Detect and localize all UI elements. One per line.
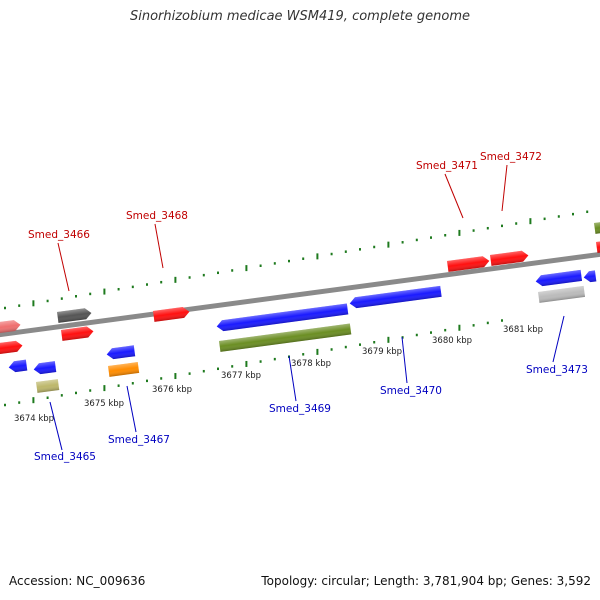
gene-label: Smed_3473 [526,364,588,376]
gene-labels: Smed_3465 Smed_3466 Smed_3467 Smed_3468 Smed… [28,151,588,463]
gene-feature [0,340,23,355]
map-title: Sinorhizobium medicae WSM419, complete g… [129,9,471,24]
gene-feature [108,362,140,377]
scale-label: 3678 kbp [291,359,331,369]
scale-labels: 3674 kbp 3675 kbp 3676 kbp 3677 kbp 3678 kbp… [14,325,543,424]
gene-label-leader [126,385,137,433]
scale-label: 3681 kbp [503,325,543,335]
gene-feature [216,303,349,332]
gene-label-leader [288,355,297,402]
gene-feature [594,221,600,234]
gene-feature [0,320,21,334]
gene-features [0,221,600,393]
gene-feature [57,308,92,323]
scale-label: 3680 kbp [432,336,472,346]
gene-feature [61,326,94,341]
accession-label: Accession: NC_009636 [9,574,146,588]
gene-feature [219,323,352,352]
gene-label-leader [49,401,63,451]
gene-feature [596,240,600,253]
gene-feature [447,256,490,272]
gene-feature [349,285,442,309]
gene-label: Smed_3465 [34,451,96,463]
topology-summary: Topology: circular; Length: 3,781,904 bp… [261,574,591,588]
gene-feature [583,270,597,283]
gene-label-leader [154,223,164,269]
gene-feature [36,379,60,393]
gene-label: Smed_3470 [380,385,442,397]
gene-label: Smed_3472 [480,151,542,163]
gene-feature [490,250,529,266]
gene-label: Smed_3469 [269,403,331,415]
gene-label: Smed_3468 [126,210,188,222]
inner-tick-track [4,319,503,407]
outer-tick-track [4,210,589,310]
gene-feature [538,285,586,303]
scale-label: 3676 kbp [152,385,192,395]
gene-label: Smed_3467 [108,434,170,446]
scale-label: 3674 kbp [14,414,54,424]
gene-feature [33,361,57,375]
gene-label-leader [552,315,565,363]
gene-label-leader [444,173,464,219]
scale-label: 3677 kbp [221,371,261,381]
gene-label-leader [401,336,408,384]
genome-backbone [0,251,600,338]
gene-label-leader [57,242,70,292]
gene-feature [153,307,190,322]
gene-feature [535,269,583,287]
gene-label-leader [501,164,508,212]
gene-label: Smed_3466 [28,229,90,241]
scale-label: 3679 kbp [362,347,402,357]
gene-label-leaders [49,164,565,451]
gene-feature [8,359,28,373]
scale-label: 3675 kbp [84,399,124,409]
gene-feature [106,345,136,360]
gene-label: Smed_3471 [416,160,478,172]
